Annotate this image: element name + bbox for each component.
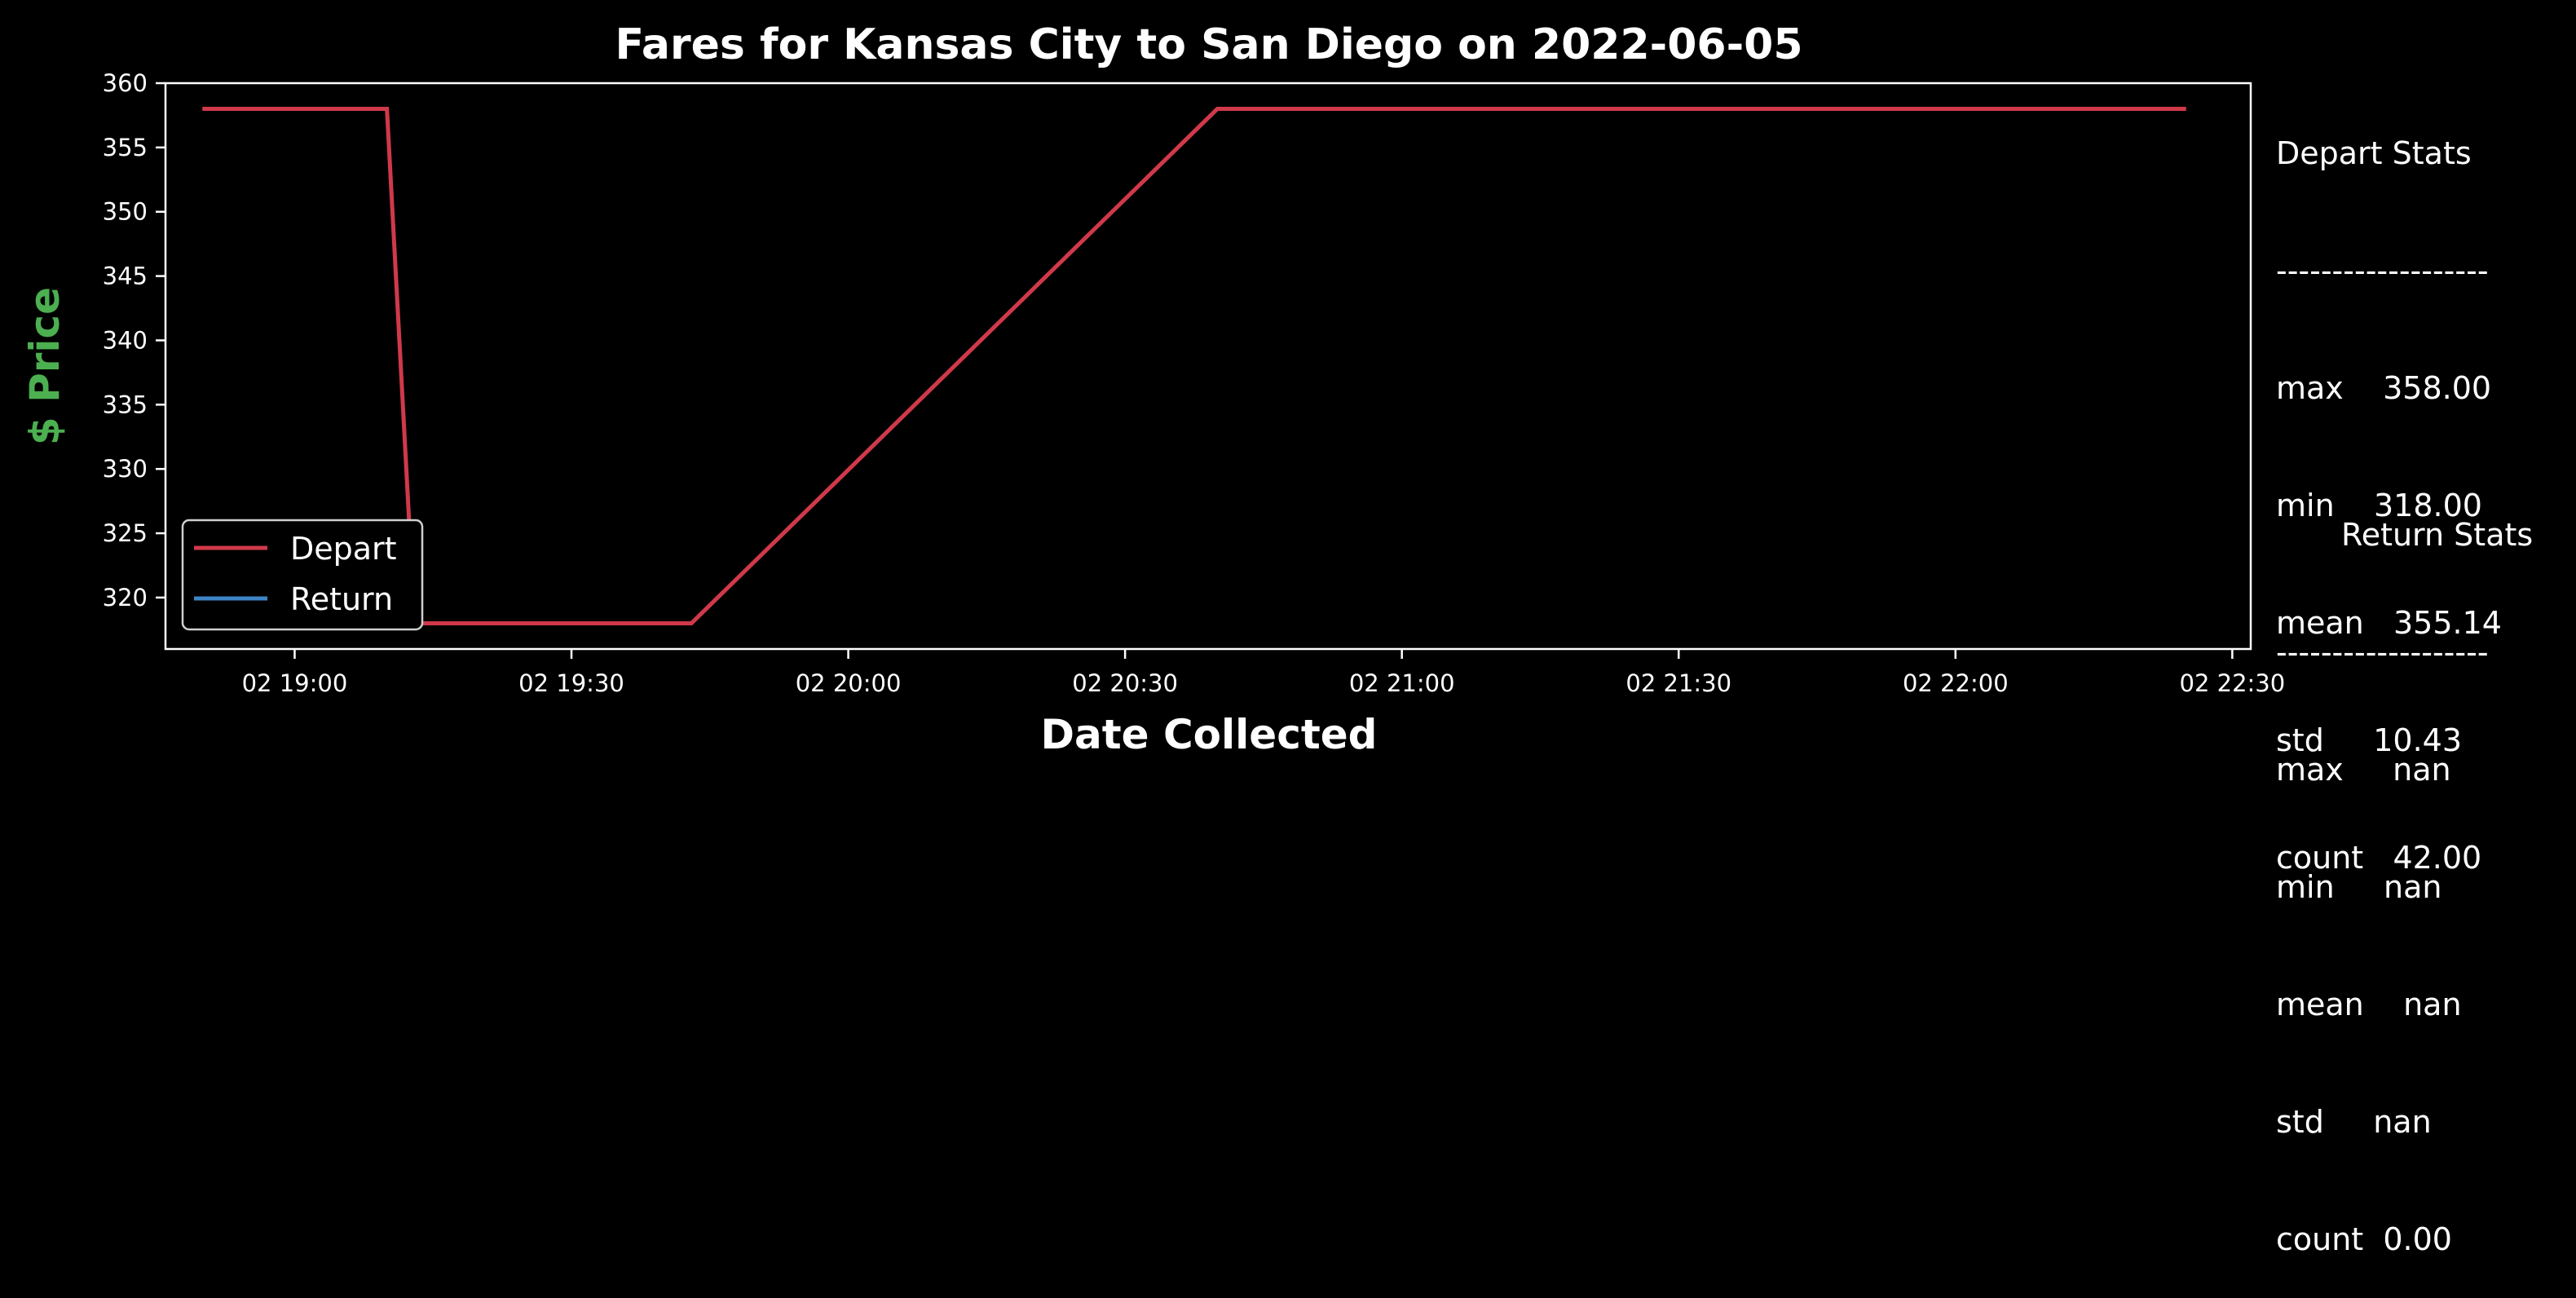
y-tick-label: 330: [103, 455, 148, 483]
return-stat-count: count 0.00: [2276, 1221, 2452, 1257]
y-tick-label: 345: [103, 263, 148, 290]
legend: Depart Return: [181, 519, 424, 631]
y-axis-label: $ Price: [21, 287, 68, 445]
depart-stats-title: Depart Stats: [2276, 135, 2472, 171]
legend-label-return: Return: [290, 581, 393, 617]
y-tick-label: 350: [103, 198, 148, 226]
x-axis-label: Date Collected: [1041, 711, 1378, 758]
x-tick-label: 02 21:00: [1349, 669, 1455, 697]
y-tick-label: 325: [103, 519, 148, 547]
series-line-depart: [202, 107, 2186, 625]
depart-stat-std: std 10.43: [2276, 722, 2462, 758]
depart-stats-divider: -------------------: [2276, 253, 2489, 289]
y-tick-label: 335: [103, 391, 148, 418]
y-tick-label: 340: [103, 326, 148, 354]
return-stat-min: min nan: [2276, 869, 2442, 905]
fare-chart: Fares for Kansas City to San Diego on 20…: [21, 20, 2286, 758]
return-stat-mean: mean nan: [2276, 987, 2462, 1022]
chart-title: Fares for Kansas City to San Diego on 20…: [615, 20, 1802, 69]
depart-stat-min: min 318.00: [2276, 488, 2482, 523]
x-tick-label: 02 22:30: [2180, 669, 2286, 697]
x-tick-label: 02 21:30: [1625, 669, 1731, 697]
axes-frame: [164, 82, 2252, 651]
x-tick-label: 02 20:00: [796, 669, 902, 697]
y-tick-label: 355: [103, 134, 148, 161]
return-stats-divider: -------------------: [2276, 634, 2489, 670]
x-tick-label: 02 19:30: [518, 669, 624, 697]
x-tick-label: 02 19:00: [242, 669, 348, 697]
x-tick-label: 02 20:30: [1072, 669, 1178, 697]
y-tick-label: 320: [103, 584, 148, 611]
y-tick-label: 360: [103, 69, 148, 97]
legend-label-depart: Depart: [290, 531, 397, 567]
plot-area: 320 325 330 335 340 345 350 355 360 02 19:00 02 19…: [103, 69, 2286, 697]
depart-stat-max: max 358.00: [2276, 370, 2492, 406]
return-stats-title: Return Stats: [2341, 517, 2534, 553]
x-tick-label: 02 22:00: [1903, 669, 2009, 697]
return-stat-max: max nan: [2276, 752, 2451, 788]
return-stat-std: std nan: [2276, 1104, 2432, 1140]
return-stats-panel: Return Stats ------------------- max nan…: [2276, 437, 2533, 1298]
depart-stat-mean: mean 355.14: [2276, 605, 2502, 641]
